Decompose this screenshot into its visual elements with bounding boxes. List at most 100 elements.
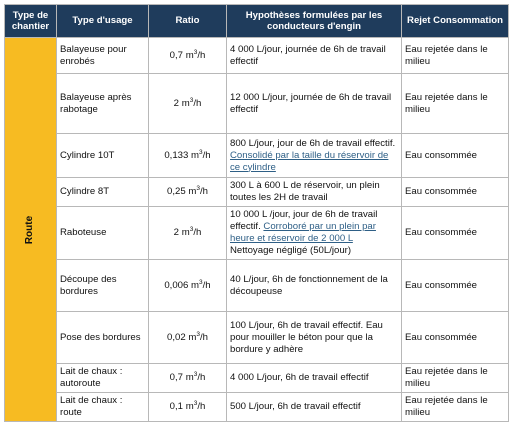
header-row: Type de chantier Type d'usage Ratio Hypo… [4,4,509,38]
rejet-cell: Eau rejetée dans le milieu [401,37,509,74]
usage-cell: Lait de chaux : autoroute [56,363,149,393]
usage-cell: Découpe des bordures [56,259,149,312]
ratio-cell: 0,02 m3/h [148,311,227,364]
header-hypotheses: Hypothèses formulées par les conducteurs… [226,4,402,38]
table-row: Lait de chaux : route 0,1 m3/h 500 L/jou… [5,392,509,422]
hypothesis-text: 12 000 L/jour, journée de 6h de travail … [230,91,392,115]
hypothesis-link[interactable]: Corroboré par un plein par heure et rése… [230,221,376,244]
header-ratio: Ratio [148,4,227,38]
rejet-cell: Eau consommée [401,133,509,178]
ratio-unit-suffix: /h [199,186,208,197]
header-rejet-consommation: Rejet Consommation [401,4,509,38]
ratio-unit: m [185,49,194,61]
hypothesis-cell: 40 L/jour, 6h de fonctionnement de la dé… [226,259,402,312]
ratio-value: 2 [173,227,180,238]
hypothesis-cell: 4 000 L/jour, journée de 6h de travail e… [226,37,402,74]
hypothesis-text: 800 L/jour, jour de 6h de travail effect… [230,137,396,149]
ratio-value: 2 [173,97,180,109]
hypothesis-link[interactable]: Consolidé par la taille du réservoir de … [230,149,389,173]
ratio-unit-exponent: 3 [193,370,198,378]
usage-cell: Lait de chaux : route [56,392,149,422]
usage-cell: Balayeuse après rabotage [56,73,149,134]
ratio-unit: m [185,372,194,383]
chantier-type-cell: Route [4,37,57,422]
table-row: Cylindre 10T 0,133 m3/h 800 L/jour, jour… [5,133,509,178]
ratio-unit-exponent: 3 [189,96,194,104]
water-usage-table: Type de chantier Type d'usage Ratio Hypo… [4,4,509,422]
ratio-unit-exponent: 3 [196,184,200,192]
hypothesis-text: 500 L/jour, 6h de travail effectif [230,401,361,412]
table-row: Pose des bordures 0,02 m3/h 100 L/jour, … [5,311,509,364]
ratio-unit: m [181,97,190,109]
rejet-cell: Eau rejetée dans le milieu [401,363,509,393]
ratio-value: 0,7 [169,49,184,61]
ratio-cell: 0,1 m3/h [148,392,227,422]
hypothesis-cell: 12 000 L/jour, journée de 6h de travail … [226,73,402,134]
usage-cell: Raboteuse [56,206,149,260]
table-row: Découpe des bordures 0,006 m3/h 40 L/jou… [5,259,509,312]
ratio-unit-suffix: /h [202,149,211,161]
rejet-cell: Eau rejetée dans le milieu [401,392,509,422]
ratio-value: 0,133 [164,149,189,161]
ratio-value: 0,1 [169,401,184,412]
table-row: Raboteuse 2 m3/h 10 000 L /jour, jour de… [5,206,509,260]
ratio-unit-suffix: /h [193,227,202,238]
header-type-chantier: Type de chantier [4,4,57,38]
hypothesis-cell: 800 L/jour, jour de 6h de travail effect… [226,133,402,178]
hypothesis-text: 4 000 L/jour, 6h de travail effectif [230,372,369,383]
table-row: Lait de chaux : autoroute 0,7 m3/h 4 000… [5,363,509,393]
ratio-unit: m [188,186,197,197]
ratio-cell: 2 m3/h [148,206,227,260]
ratio-unit-suffix: /h [197,401,206,412]
hypothesis-cell: 10 000 L /jour, jour de 6h de travail ef… [226,206,402,260]
ratio-value: 0,25 [167,186,186,197]
hypothesis-note: Nettoyage négligé (50L/jour) [230,245,352,256]
hypothesis-cell: 4 000 L/jour, 6h de travail effectif [226,363,402,393]
header-type-usage: Type d'usage [56,4,149,38]
usage-cell: Balayeuse pour enrobés [56,37,149,74]
ratio-unit: m [188,331,197,343]
rejet-cell: Eau consommée [401,311,509,364]
hypothesis-cell: 500 L/jour, 6h de travail effectif [226,392,402,422]
hypothesis-text: 300 L à 600 L de réservoir, un plein tou… [230,180,380,203]
usage-cell: Cylindre 10T [56,133,149,178]
hypothesis-text: 100 L/jour, 6h de travail effectif. Eau … [230,319,383,355]
ratio-cell: 0,25 m3/h [148,177,227,207]
ratio-unit-exponent: 3 [193,399,198,407]
ratio-unit-suffix: /h [202,279,211,291]
ratio-cell: 0,7 m3/h [148,363,227,393]
table-row: Cylindre 8T 0,25 m3/h 300 L à 600 L de r… [5,177,509,207]
usage-cell: Cylindre 8T [56,177,149,207]
ratio-value: 0,006 [164,279,189,291]
rejet-cell: Eau consommée [401,259,509,312]
ratio-cell: 0,006 m3/h [148,259,227,312]
table-row: Balayeuse après rabotage 2 m3/h 12 000 L… [5,73,509,134]
ratio-unit-exponent: 3 [189,225,194,233]
rejet-cell: Eau consommée [401,177,509,207]
ratio-unit-suffix: /h [199,331,208,343]
hypothesis-text: 4 000 L/jour, journée de 6h de travail e… [230,43,386,67]
usage-cell: Pose des bordures [56,311,149,364]
ratio-unit-exponent: 3 [196,330,200,338]
ratio-unit-exponent: 3 [199,278,203,286]
ratio-cell: 0,133 m3/h [148,133,227,178]
ratio-unit-suffix: /h [193,97,202,109]
rejet-cell: Eau rejetée dans le milieu [401,73,509,134]
ratio-value: 0,02 [167,331,186,343]
chantier-type-label: Route [24,215,36,244]
ratio-unit: m [191,149,200,161]
ratio-unit: m [191,279,200,291]
hypothesis-text: 40 L/jour, 6h de fonctionnement de la dé… [230,273,388,297]
hypothesis-text: 10 000 L /jour, jour de 6h de travail ef… [230,209,378,232]
ratio-cell: 2 m3/h [148,73,227,134]
ratio-unit-suffix: /h [197,49,206,61]
ratio-unit: m [185,401,194,412]
ratio-cell: 0,7 m3/h [148,37,227,74]
hypothesis-cell: 100 L/jour, 6h de travail effectif. Eau … [226,311,402,364]
ratio-unit-exponent: 3 [199,148,203,156]
ratio-unit-suffix: /h [197,372,206,383]
rejet-cell: Eau consommée [401,206,509,260]
hypothesis-cell: 300 L à 600 L de réservoir, un plein tou… [226,177,402,207]
ratio-unit-exponent: 3 [193,48,198,56]
ratio-unit: m [181,227,190,238]
